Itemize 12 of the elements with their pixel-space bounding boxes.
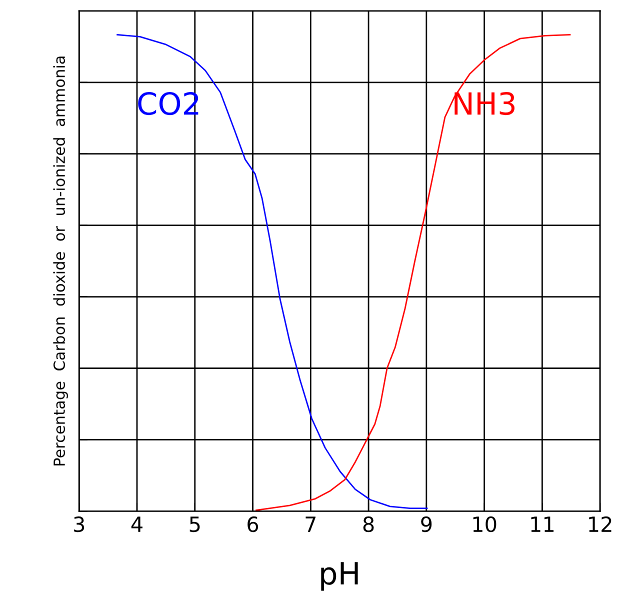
x-tick-label: 6: [248, 516, 258, 532]
x-tick-label: 9: [421, 516, 432, 532]
y-axis-title: Percentage Carbon dioxide or un-ionized ammonia: [53, 56, 68, 466]
x-tick-label: 10: [473, 516, 496, 532]
x-tick-label: 8: [363, 516, 374, 532]
x-tick-label: 3: [74, 516, 84, 532]
x-tick-label: 7: [306, 516, 316, 532]
x-tick-label: 5: [190, 516, 200, 532]
x-tick-label: 4: [131, 516, 142, 532]
x-tick-label: 12: [589, 516, 612, 532]
x-axis-title: pH: [321, 562, 358, 591]
x-tick-label: 11: [531, 516, 554, 532]
